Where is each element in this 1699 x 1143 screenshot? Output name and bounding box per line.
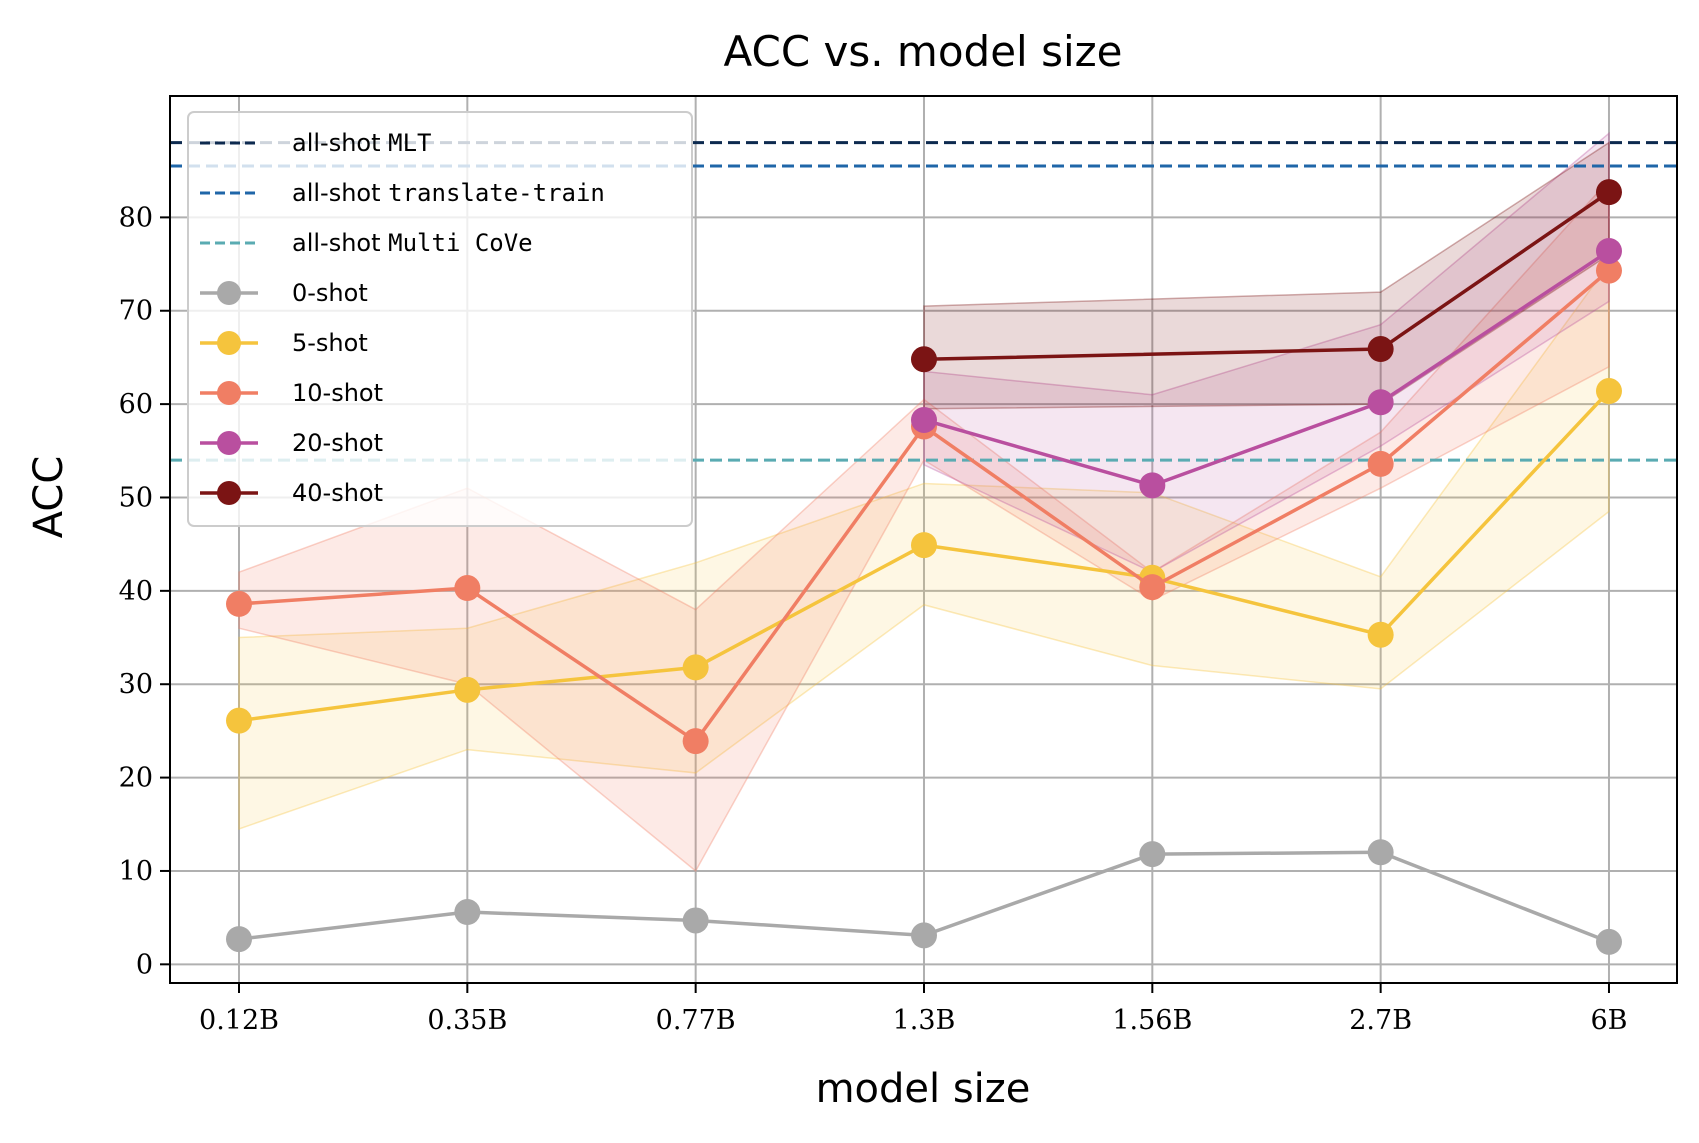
- point-5-shot-0.77B: [682, 654, 709, 681]
- y-tick-label: 80: [119, 202, 153, 233]
- series-line-20-shot: [923, 249, 1610, 488]
- x-tick-label: 1.56B: [1112, 1005, 1192, 1036]
- point-0-shot-1.3B: [910, 922, 937, 949]
- legend-box: [187, 111, 693, 527]
- point-10-shot-0.77B: [682, 728, 709, 755]
- y-tick-label: 60: [119, 389, 153, 420]
- x-tick-label: 0.35B: [427, 1005, 507, 1036]
- y-axis-label: ACC: [26, 456, 72, 539]
- point-5-shot-0.12B: [226, 707, 252, 734]
- legend-swatch-marker-5-shot: [217, 331, 241, 355]
- legend-entry-label: all-shot Multi CoVe: [292, 229, 533, 257]
- point-20-shot-1.56B: [1139, 472, 1166, 499]
- y-tick-label: 70: [119, 296, 153, 327]
- point-0-shot-0.12B: [226, 926, 252, 953]
- legend-swatch-marker-40-shot: [217, 481, 241, 505]
- point-0-shot-0.35B: [454, 899, 481, 926]
- point-0-shot-0.77B: [682, 907, 709, 934]
- point-5-shot-6B: [1595, 378, 1622, 405]
- point-20-shot-6B: [1595, 237, 1622, 264]
- point-5-shot-0.35B: [454, 676, 481, 703]
- legend-entry-label: 5-shot: [292, 329, 368, 357]
- y-tick-label: 10: [119, 856, 153, 887]
- legend-entry-label: 0-shot: [292, 279, 368, 307]
- x-tick-label: 2.7B: [1349, 1005, 1412, 1036]
- x-tick-label: 0.77B: [656, 1005, 736, 1036]
- point-0-shot-1.56B: [1139, 841, 1166, 868]
- point-5-shot-1.3B: [910, 532, 937, 559]
- y-tick-label: 20: [119, 763, 153, 794]
- legend-entry-label: 20-shot: [292, 429, 383, 457]
- point-10-shot-1.56B: [1139, 574, 1166, 601]
- point-40-shot-6B: [1595, 179, 1622, 206]
- point-5-shot-2.7B: [1367, 621, 1394, 648]
- point-40-shot-1.3B: [910, 346, 937, 373]
- x-tick-label: 0.12B: [199, 1005, 279, 1036]
- y-tick-label: 0: [136, 949, 153, 980]
- point-10-shot-2.7B: [1367, 450, 1394, 477]
- legend-entry-label: all-shot translate-train: [292, 179, 605, 207]
- band-20-shot: [923, 131, 1610, 574]
- y-tick-label: 40: [119, 576, 153, 607]
- point-20-shot-2.7B: [1367, 389, 1394, 416]
- point-0-shot-6B: [1595, 928, 1622, 955]
- point-0-shot-2.7B: [1367, 839, 1394, 866]
- x-ticks: 0.12B 0.35B 0.77B 1.3B 1.56B 2.7B 6B: [199, 983, 1627, 1036]
- x-tick-label: 6B: [1590, 1005, 1627, 1036]
- point-20-shot-1.3B: [910, 406, 937, 433]
- chart-title: ACC vs. model size: [724, 27, 1123, 76]
- y-tick-label: 30: [119, 669, 153, 700]
- x-axis-label: model size: [816, 1066, 1031, 1112]
- point-40-shot-2.7B: [1367, 336, 1394, 363]
- point-10-shot-0.35B: [454, 575, 481, 602]
- legend: all-shot MLT all-shot translate-train all-…: [187, 111, 693, 527]
- x-tick-label: 1.3B: [893, 1005, 956, 1036]
- legend-swatch-marker-0-shot: [217, 281, 241, 305]
- legend-entry-label: 10-shot: [292, 379, 383, 407]
- y-tick-label: 50: [119, 482, 153, 513]
- legend-swatch-marker-10-shot: [217, 381, 241, 405]
- point-10-shot-0.12B: [226, 590, 252, 617]
- legend-swatch-marker-20-shot: [217, 431, 241, 455]
- y-ticks: 0 10 20 30 40 50 60 70 80: [119, 202, 170, 980]
- legend-entry-label: 40-shot: [292, 479, 383, 507]
- point-10-shot-6B: [1595, 257, 1622, 284]
- legend-entry-label: all-shot MLT: [292, 129, 432, 157]
- band-10-shot: [238, 178, 1610, 873]
- series-lines: [226, 179, 1622, 955]
